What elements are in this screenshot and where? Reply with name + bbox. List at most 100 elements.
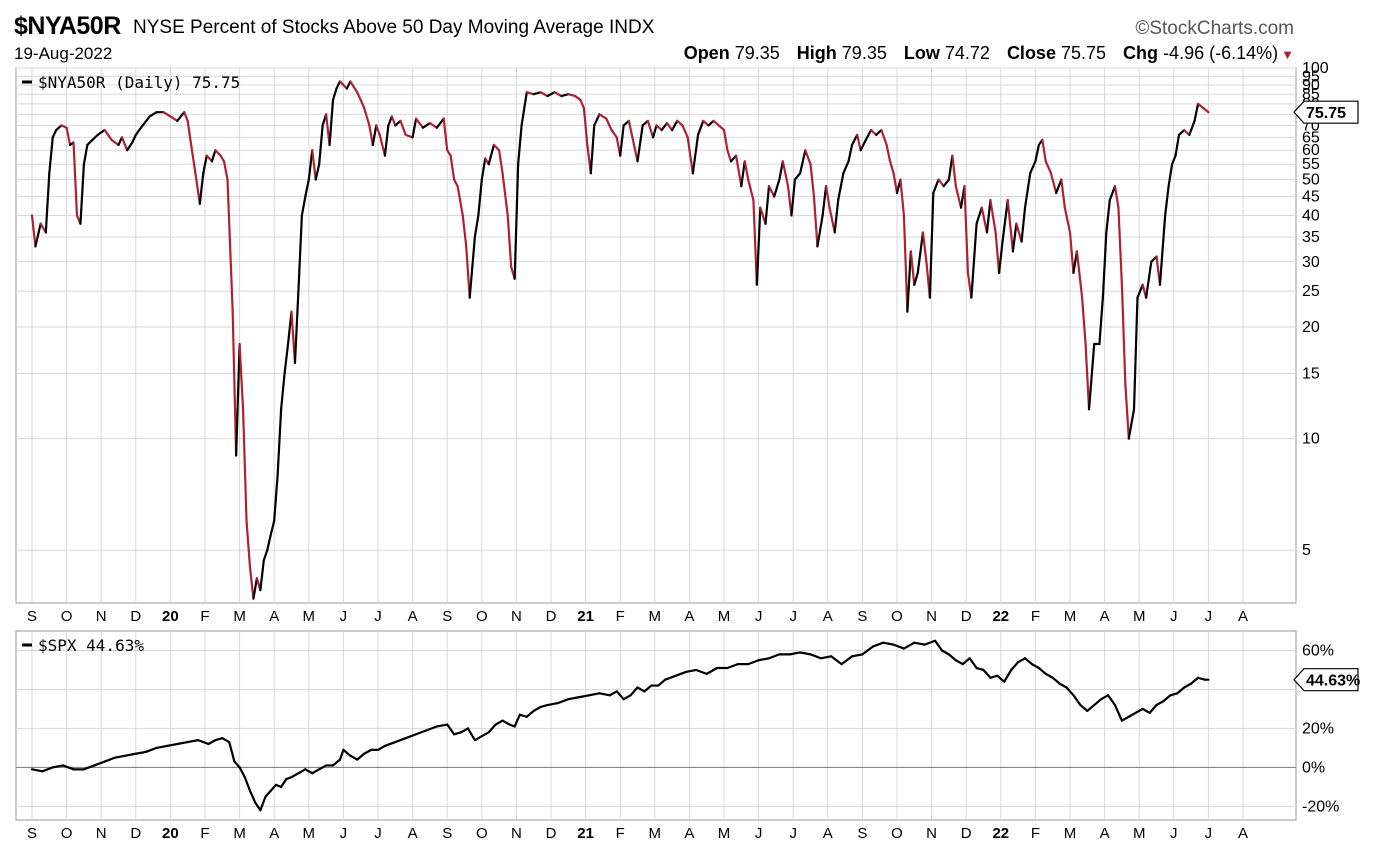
series-segment bbox=[1011, 222, 1018, 253]
series-segment bbox=[707, 119, 715, 127]
series-segment bbox=[816, 214, 824, 248]
series-segment bbox=[103, 756, 117, 763]
series-segment bbox=[487, 143, 496, 166]
series-segment bbox=[318, 124, 324, 166]
y-tick-label: 5 bbox=[1302, 542, 1311, 559]
series-segment bbox=[899, 178, 906, 217]
x-tick-label: D bbox=[961, 608, 972, 625]
series-segment bbox=[126, 141, 134, 152]
series-segment bbox=[264, 789, 272, 798]
series-segment bbox=[676, 119, 684, 127]
series-segment bbox=[691, 133, 700, 175]
series-segment bbox=[1016, 657, 1027, 664]
series-segment bbox=[821, 185, 828, 217]
series-segment bbox=[1120, 283, 1127, 386]
series-segment bbox=[892, 172, 899, 195]
series-segment bbox=[830, 655, 843, 666]
x-tick-label: N bbox=[96, 825, 107, 842]
series-segment bbox=[589, 124, 596, 175]
series-segment bbox=[1169, 692, 1179, 697]
series-segment bbox=[824, 185, 831, 209]
low-label: Low bbox=[903, 43, 940, 63]
series-segment bbox=[196, 739, 210, 746]
series-segment bbox=[1023, 657, 1034, 666]
series-segment bbox=[79, 163, 86, 225]
series-segment bbox=[1188, 119, 1196, 136]
series-segment bbox=[906, 250, 912, 313]
x-tick-label: A bbox=[1100, 825, 1110, 842]
series-segment bbox=[975, 666, 985, 672]
series-segment bbox=[847, 143, 854, 163]
series-segment bbox=[1124, 383, 1130, 440]
series-segment bbox=[331, 758, 342, 767]
series-segment bbox=[134, 124, 144, 136]
x-tick-label: S bbox=[442, 825, 452, 842]
chg-label: Chg bbox=[1123, 43, 1159, 63]
series-segment bbox=[186, 119, 193, 147]
series-segment bbox=[755, 206, 762, 286]
x-tick-label: S bbox=[442, 608, 452, 625]
series-segment bbox=[1136, 283, 1144, 299]
series-segment bbox=[183, 111, 189, 122]
series-segment bbox=[120, 136, 129, 152]
series-segment bbox=[804, 149, 812, 166]
series-segment bbox=[328, 98, 335, 147]
series-segment bbox=[30, 768, 44, 773]
x-tick-label: O bbox=[476, 608, 488, 625]
series-segment bbox=[300, 195, 307, 217]
series-segment bbox=[383, 740, 397, 748]
series-segment bbox=[695, 668, 708, 675]
x-tick-label: F bbox=[616, 608, 625, 625]
series-segment bbox=[705, 666, 719, 675]
series-segment bbox=[636, 686, 646, 693]
series-segment bbox=[276, 408, 283, 476]
series-segment bbox=[885, 143, 892, 163]
series-segment bbox=[1065, 686, 1075, 697]
series-segment bbox=[280, 372, 286, 411]
series-segment bbox=[1060, 178, 1066, 209]
series-segment bbox=[134, 750, 148, 755]
x-tick-label: A bbox=[823, 825, 833, 842]
series-segment bbox=[757, 657, 771, 662]
series-segment bbox=[435, 723, 449, 728]
series-segment bbox=[273, 473, 279, 522]
x-tick-label: A bbox=[823, 608, 833, 625]
series-segment bbox=[110, 138, 120, 147]
x-tick-label: A bbox=[684, 608, 694, 625]
x-tick-label: M bbox=[718, 608, 731, 625]
series-segment bbox=[378, 133, 387, 157]
series-segment bbox=[259, 795, 267, 812]
y-tick-label: 35 bbox=[1302, 229, 1320, 246]
series-segment bbox=[465, 245, 471, 299]
series-segment bbox=[241, 408, 248, 522]
series-segment bbox=[51, 764, 65, 769]
series-segment bbox=[539, 91, 549, 98]
close-value: 75.75 bbox=[1060, 43, 1107, 63]
plot-frame bbox=[15, 630, 1297, 821]
series-segment bbox=[266, 533, 272, 552]
series-segment bbox=[1106, 694, 1117, 707]
series-segment bbox=[1162, 694, 1172, 703]
series-segment bbox=[982, 668, 992, 679]
series-segment bbox=[735, 154, 743, 188]
x-tick-label: M bbox=[1064, 608, 1077, 625]
series-segment bbox=[610, 128, 618, 139]
series-segment bbox=[235, 342, 241, 457]
series-segment bbox=[747, 178, 755, 202]
x-tick-label: N bbox=[511, 608, 522, 625]
x-tick-label: 20 bbox=[162, 608, 179, 625]
x-tick-label: A bbox=[408, 608, 418, 625]
series-segment bbox=[269, 783, 278, 792]
series-segment bbox=[997, 240, 1004, 274]
last-value-tag bbox=[1293, 100, 1359, 124]
series-segment bbox=[307, 149, 314, 181]
x-tick-label: M bbox=[303, 608, 316, 625]
series-segment bbox=[297, 768, 307, 775]
series-segment bbox=[473, 214, 480, 239]
series-segment bbox=[773, 178, 781, 198]
series-segment bbox=[520, 91, 528, 127]
series-segment bbox=[928, 191, 935, 299]
series-segment bbox=[30, 214, 37, 248]
series-segment bbox=[473, 735, 483, 742]
series-segment bbox=[1155, 700, 1165, 707]
